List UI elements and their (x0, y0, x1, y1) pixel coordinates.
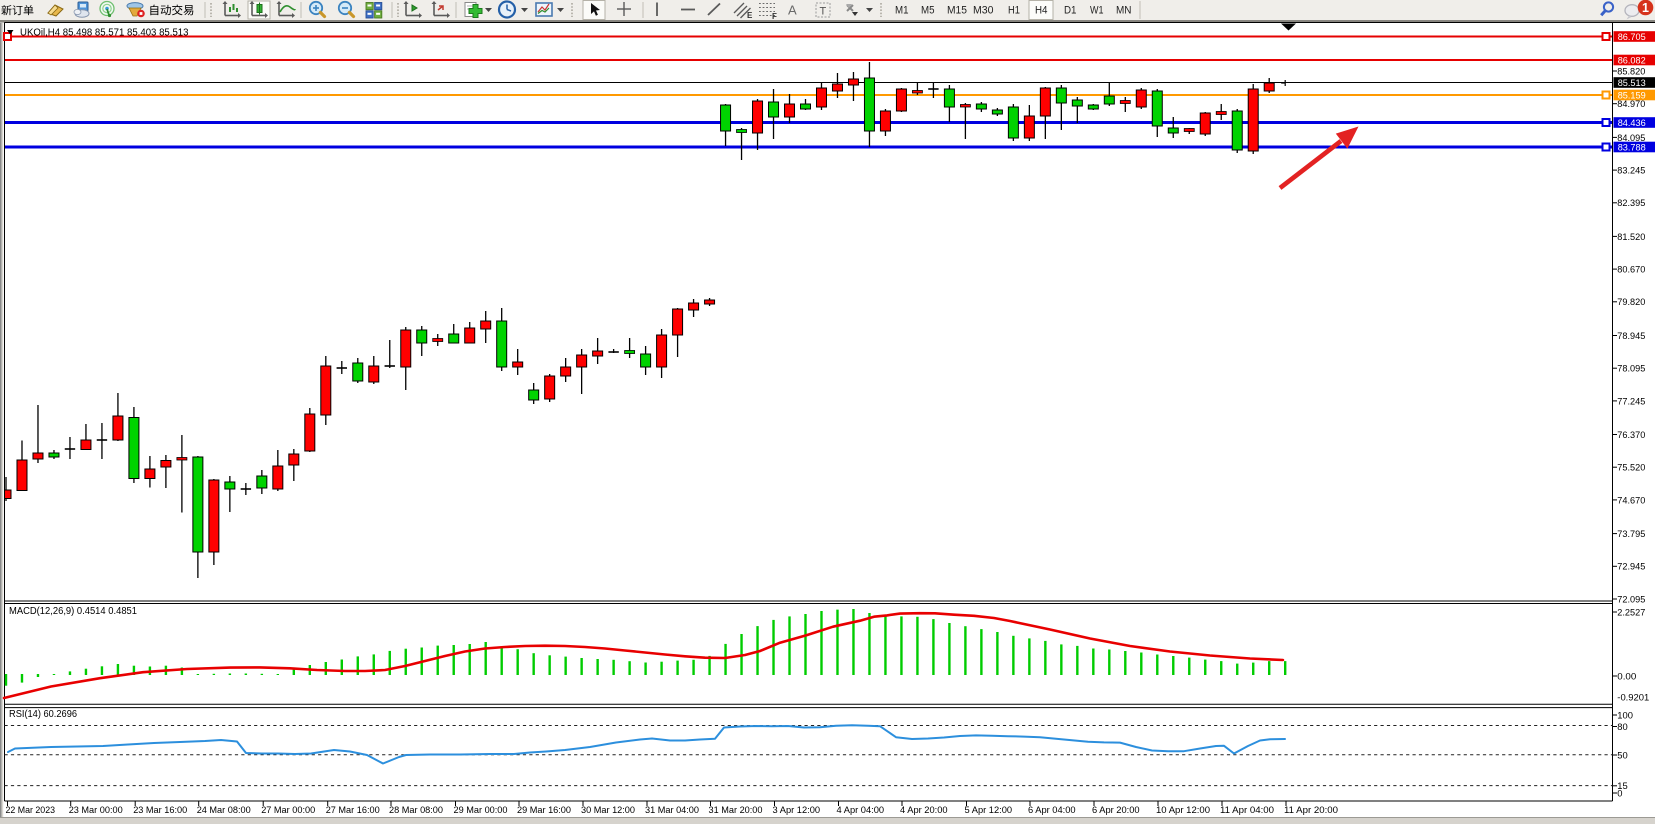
svg-text:73.795: 73.795 (1617, 528, 1645, 539)
svg-text:M5: M5 (921, 5, 935, 17)
svg-text:31 Mar 20:00: 31 Mar 20:00 (709, 804, 763, 815)
svg-text:30 Mar 12:00: 30 Mar 12:00 (581, 804, 635, 815)
svg-text:4 Apr 04:00: 4 Apr 04:00 (837, 804, 885, 815)
svg-text:80: 80 (1617, 721, 1627, 732)
svg-text:-0.9201: -0.9201 (1617, 691, 1649, 702)
svg-text:83.788: 83.788 (1618, 142, 1646, 153)
svg-text:78.945: 78.945 (1617, 330, 1645, 341)
svg-text:85.513: 85.513 (1618, 77, 1646, 88)
svg-text:27 Mar 16:00: 27 Mar 16:00 (326, 804, 380, 815)
svg-text:50: 50 (1617, 749, 1627, 760)
svg-text:27 Mar 00:00: 27 Mar 00:00 (261, 804, 315, 815)
svg-text:85.820: 85.820 (1617, 65, 1645, 76)
svg-text:A: A (788, 3, 797, 18)
svg-text:84.436: 84.436 (1618, 117, 1646, 128)
svg-text:83.245: 83.245 (1617, 165, 1645, 176)
svg-text:M15: M15 (947, 5, 967, 17)
svg-text:D1: D1 (1064, 5, 1077, 17)
svg-text:MACD(12,26,9) 0.4514 0.4851: MACD(12,26,9) 0.4514 0.4851 (9, 606, 137, 617)
svg-text:82.395: 82.395 (1617, 197, 1645, 208)
svg-text:W1: W1 (1090, 5, 1104, 17)
svg-text:24 Mar 08:00: 24 Mar 08:00 (197, 804, 251, 815)
svg-text:22 Mar 2023: 22 Mar 2023 (6, 804, 56, 815)
svg-text:5 Apr 12:00: 5 Apr 12:00 (965, 804, 1013, 815)
svg-text:6 Apr 20:00: 6 Apr 20:00 (1092, 804, 1140, 815)
svg-text:23 Mar 00:00: 23 Mar 00:00 (69, 804, 123, 815)
svg-text:MN: MN (1116, 5, 1132, 17)
svg-text:86.082: 86.082 (1618, 55, 1646, 66)
svg-text:79.820: 79.820 (1617, 296, 1645, 307)
svg-text:75.520: 75.520 (1617, 462, 1645, 473)
svg-text:0: 0 (1617, 787, 1622, 798)
svg-text:31 Mar 04:00: 31 Mar 04:00 (645, 804, 699, 815)
svg-text:85.159: 85.159 (1618, 90, 1646, 101)
svg-text:E: E (747, 11, 753, 20)
svg-text:RSI(14) 60.2696: RSI(14) 60.2696 (9, 709, 78, 720)
svg-text:M1: M1 (895, 5, 909, 17)
svg-text:77.245: 77.245 (1617, 395, 1645, 406)
svg-text:76.370: 76.370 (1617, 429, 1645, 440)
svg-text:1: 1 (1642, 1, 1649, 15)
svg-text:10 Apr 12:00: 10 Apr 12:00 (1156, 804, 1210, 815)
svg-text:H1: H1 (1008, 5, 1020, 17)
svg-text:11 Apr 20:00: 11 Apr 20:00 (1284, 804, 1338, 815)
svg-text:3 Apr 12:00: 3 Apr 12:00 (773, 804, 821, 815)
svg-text:T: T (820, 6, 827, 18)
svg-text:F: F (772, 12, 777, 20)
svg-text:100: 100 (1617, 709, 1633, 720)
svg-text:72.945: 72.945 (1617, 561, 1645, 572)
svg-text:29 Mar 16:00: 29 Mar 16:00 (517, 804, 571, 815)
svg-text:72.095: 72.095 (1617, 593, 1645, 604)
svg-text:2.2527: 2.2527 (1617, 606, 1645, 617)
svg-text:6 Apr 04:00: 6 Apr 04:00 (1028, 804, 1076, 815)
svg-text:78.095: 78.095 (1617, 363, 1645, 374)
svg-text:23 Mar 16:00: 23 Mar 16:00 (133, 804, 187, 815)
svg-text:4 Apr 20:00: 4 Apr 20:00 (900, 804, 948, 815)
svg-text:H4: H4 (1035, 5, 1048, 17)
svg-text:M30: M30 (973, 5, 994, 17)
svg-text:11 Apr 04:00: 11 Apr 04:00 (1220, 804, 1274, 815)
svg-text:74.670: 74.670 (1617, 494, 1645, 505)
svg-text:80.670: 80.670 (1617, 264, 1645, 275)
svg-text:29 Mar 00:00: 29 Mar 00:00 (454, 804, 508, 815)
svg-text:0.00: 0.00 (1617, 670, 1636, 681)
svg-text:UKOil,H4 85.498 85.571 85.403: UKOil,H4 85.498 85.571 85.403 85.513 (20, 27, 189, 38)
svg-text:86.705: 86.705 (1618, 31, 1646, 42)
svg-text:81.520: 81.520 (1617, 231, 1645, 242)
svg-text:28 Mar 08:00: 28 Mar 08:00 (389, 804, 443, 815)
